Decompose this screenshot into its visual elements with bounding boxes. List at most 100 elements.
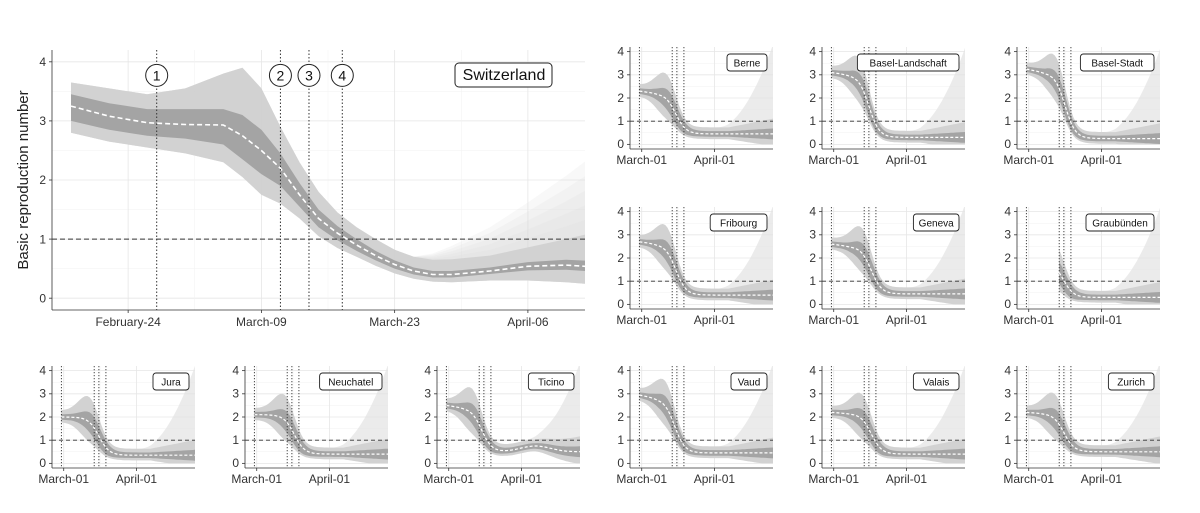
graub-nden-credible-bands: [1059, 207, 1160, 305]
graub-nden-title-box: Graubünden: [1085, 213, 1155, 232]
jura-y-tick-label: 2: [39, 410, 46, 424]
vaud-inner-band: [639, 392, 773, 459]
basel-stadt-lines: [1017, 47, 1160, 149]
fribourg-x-tick-label: March-01: [616, 313, 667, 327]
valais-y-tick-label: 4: [809, 363, 816, 377]
ticino-credible-bands: [446, 366, 580, 464]
jura-title-box: Jura: [152, 372, 190, 391]
main-y-tick-label: 1: [39, 232, 46, 246]
neuchatel-title-box: Neuchatel: [319, 372, 383, 391]
graub-nden-uncertainty-fade: [1059, 207, 1160, 305]
basel-landschaft-y-tick-label: 4: [809, 44, 816, 58]
ticino-inner-band: [446, 402, 580, 458]
neuchatel-axes: 0 1 2 3 4 March-01 April-01: [231, 363, 388, 486]
jura-lines: [52, 366, 195, 468]
fribourg-x-tick-label: April-01: [694, 313, 736, 327]
neuchatel-median-line: [254, 414, 388, 455]
fribourg-uncertainty-fade: [639, 207, 773, 305]
panel-zurich: 0 1 2 3 4 March-01 April-01 Zurich: [1003, 363, 1160, 486]
geneva-title: Geneva: [919, 219, 954, 230]
basel-landschaft-title-box: Basel-Landschaft: [856, 53, 960, 72]
zurich-title: Zurich: [1117, 378, 1145, 389]
fribourg-y-tick-label: 0: [617, 297, 624, 311]
geneva-axes: 0 1 2 3 4 March-01 April-01: [808, 204, 965, 327]
neuchatel-y-tick-label: 1: [232, 433, 239, 447]
panel-neuchatel: 0 1 2 3 4 March-01 April-01 Neuchatel: [231, 363, 388, 486]
neuchatel-outer-band: [254, 393, 388, 464]
jura-outer-band: [61, 396, 195, 464]
basel-stadt-axes: 0 1 2 3 4 March-01 April-01: [1003, 44, 1160, 167]
ticino-title-frame: [527, 372, 575, 391]
jura-y-tick-label: 0: [39, 456, 46, 470]
panel-berne: 0 1 2 3 4 March-01 April-01 Berne: [616, 44, 773, 167]
berne-title-box: Berne: [726, 53, 768, 72]
graub-nden-outer-band: [1059, 249, 1160, 305]
zurich-y-tick-label: 0: [1004, 456, 1011, 470]
valais-x-tick-label: April-01: [886, 472, 928, 486]
fribourg-outer-band: [639, 224, 773, 305]
basel-stadt-inner-band: [1026, 66, 1160, 144]
basel-landschaft-title: Basel-Landschaft: [870, 59, 947, 70]
switzerland-inner-band: [71, 94, 585, 278]
geneva-inner-band: [831, 241, 965, 300]
ticino-title-box: Ticino: [527, 372, 575, 391]
event-marker-3: [297, 63, 321, 87]
graub-nden-x-tick-label: March-01: [1003, 313, 1054, 327]
berne-y-tick-label: 4: [617, 44, 624, 58]
basel-landschaft-x-tick-label: April-01: [886, 153, 928, 167]
fribourg-y-tick-label: 1: [617, 274, 624, 288]
jura-y-tick-label: 1: [39, 433, 46, 447]
neuchatel-credible-bands: [254, 366, 388, 464]
geneva-y-tick-label: 1: [809, 274, 816, 288]
valais-title-box: Valais: [912, 372, 960, 391]
basel-landschaft-axes: 0 1 2 3 4 March-01 April-01: [808, 44, 965, 167]
basel-landschaft-y-tick-label: 3: [809, 68, 816, 82]
main-x-tick-label: March-09: [236, 315, 287, 329]
geneva-x-tick-label: April-01: [886, 313, 928, 327]
main-y-tick-label: 4: [39, 55, 46, 69]
neuchatel-y-tick-label: 2: [232, 410, 239, 424]
valais-y-tick-label: 0: [809, 456, 816, 470]
geneva-lines: [822, 207, 965, 309]
switzerland-title: Switzerland: [463, 67, 546, 84]
zurich-credible-bands: [1026, 366, 1160, 464]
panel-geneva: 0 1 2 3 4 March-01 April-01 Geneva: [808, 204, 965, 327]
geneva-y-tick-label: 3: [809, 228, 816, 242]
graub-nden-x-tick-label: April-01: [1081, 313, 1123, 327]
geneva-y-tick-label: 2: [809, 251, 816, 265]
canton-panels: 0 1 2 3 4 March-01 April-01 Berne 0 1 2 3 4 March-01 A…: [38, 44, 1160, 486]
vaud-uncertainty-fade: [639, 366, 773, 464]
jura-x-tick-label: March-01: [38, 472, 89, 486]
event-marker-label-4: 4: [338, 67, 346, 83]
graub-nden-title: Graubünden: [1092, 219, 1148, 230]
main-x-tick-label: March-23: [369, 315, 420, 329]
vaud-x-tick-label: April-01: [694, 472, 736, 486]
berne-x-tick-label: April-01: [694, 153, 736, 167]
panel-jura: 0 1 2 3 4 March-01 April-01 Jura: [38, 363, 195, 486]
basel-landschaft-y-tick-label: 1: [809, 114, 816, 128]
geneva-title-frame: [912, 213, 960, 232]
switzerland-event-markers: 1 2 3 4: [145, 50, 354, 310]
berne-x-tick-label: March-01: [616, 153, 667, 167]
basel-landschaft-title-frame: [856, 53, 960, 72]
main-x-tick-label: April-06: [507, 315, 549, 329]
berne-y-tick-label: 2: [617, 91, 624, 105]
main-y-tick-label: 3: [39, 114, 46, 128]
neuchatel-lines: [245, 366, 388, 468]
zurich-x-tick-label: April-01: [1081, 472, 1123, 486]
basel-landschaft-outer-band: [831, 55, 965, 145]
fribourg-inner-band: [639, 239, 773, 301]
basel-stadt-median-line: [1026, 68, 1160, 140]
ticino-x-tick-label: March-01: [423, 472, 474, 486]
vaud-y-tick-label: 2: [617, 410, 624, 424]
valais-y-tick-label: 3: [809, 387, 816, 401]
vaud-credible-bands: [639, 366, 773, 464]
vaud-axes: 0 1 2 3 4 March-01 April-01: [616, 363, 773, 486]
berne-outer-band: [639, 72, 773, 145]
basel-landschaft-credible-bands: [831, 47, 965, 145]
vaud-y-tick-label: 3: [617, 387, 624, 401]
basel-stadt-credible-bands: [1026, 49, 1160, 145]
basel-stadt-y-tick-label: 1: [1004, 114, 1011, 128]
valais-y-tick-label: 1: [809, 433, 816, 447]
